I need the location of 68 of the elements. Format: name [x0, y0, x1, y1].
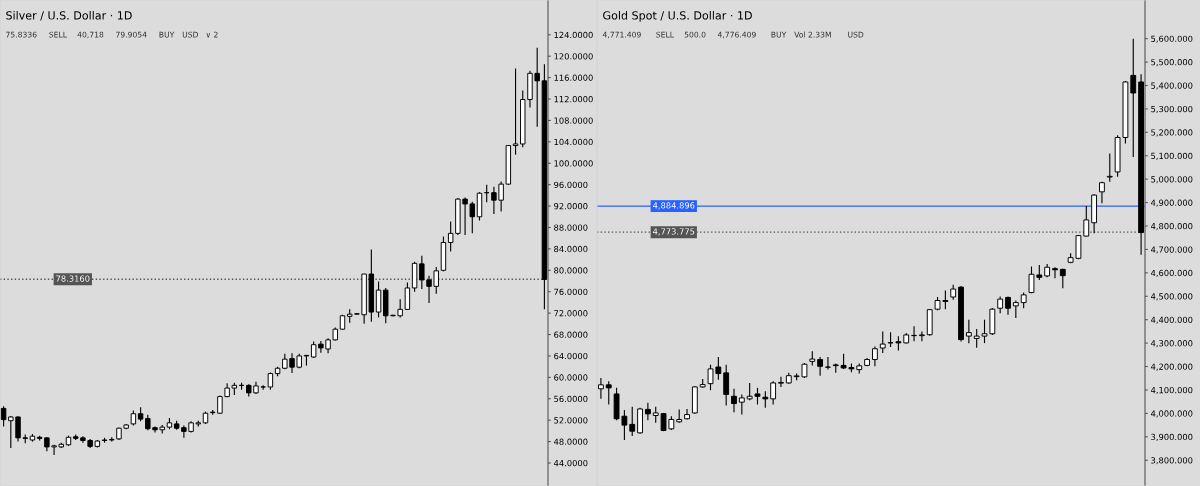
ref-line-label: 78.3160 — [56, 275, 90, 282]
text: Gold Spot / U.S. Dollar · 1D — [603, 11, 752, 22]
candlestick — [637, 407, 643, 435]
y-tick-label: 5,500.000 — [1151, 59, 1193, 67]
y-tick-label: 4,600.000 — [1150, 269, 1193, 277]
y-tick-label: 68.0000 — [554, 331, 588, 338]
y-tick-label: 4,500.000 — [1150, 293, 1193, 301]
candlestick — [404, 282, 411, 311]
y-tick-label: 88.0000 — [554, 224, 588, 231]
candlestick — [375, 280, 382, 318]
text: Silver / U.S. Dollar · 1D — [6, 11, 132, 21]
candlestick — [965, 319, 972, 344]
y-tick-label: 124.0000 — [554, 31, 593, 39]
y-tick-label: 48.0000 — [553, 438, 588, 445]
y-tick-label: 92.0000 — [554, 203, 588, 210]
candlestick — [731, 388, 737, 413]
y-tick-label: 96.0000 — [554, 181, 588, 188]
y-tick-label: 72.0000 — [554, 310, 588, 317]
y-tick-label: 4,300.000 — [1150, 340, 1193, 348]
candlestick — [918, 330, 925, 342]
y-tick-label: 120.0000 — [554, 53, 593, 60]
y-tick-label: 64.0000 — [554, 352, 588, 360]
y-tick-label: 4,900.000 — [1150, 199, 1193, 207]
candlestick — [738, 393, 745, 416]
y-tick-label: 4,800.000 — [1150, 223, 1193, 231]
y-tick-label: 5,000.000 — [1151, 176, 1193, 184]
y-tick-label: 3,900.000 — [1151, 433, 1193, 441]
y-tick-label: 4,200.000 — [1150, 363, 1193, 371]
candlestick — [723, 364, 730, 406]
y-tick-label: 52.0000 — [554, 417, 588, 424]
candlestick — [872, 345, 878, 367]
y-tick-label: 4,000.000 — [1150, 410, 1193, 418]
y-tick-label: 3,800.000 — [1151, 457, 1193, 465]
ref-line-label: 4,773.775 — [652, 228, 695, 236]
candlestick — [644, 402, 651, 421]
y-tick-label: 116.0000 — [554, 74, 593, 81]
y-tick-label: 4,400.000 — [1150, 316, 1193, 324]
y-tick-label: 76.0000 — [554, 288, 588, 295]
candlestick — [476, 191, 483, 222]
candlestick — [770, 380, 777, 406]
y-tick-label: 44.0000 — [553, 459, 588, 467]
y-tick-label: 80.0000 — [554, 267, 588, 274]
candlestick — [1052, 266, 1058, 279]
candlestick — [778, 376, 784, 388]
y-tick-label: 108.0000 — [554, 117, 593, 124]
candlestick — [0, 405, 7, 428]
y-tick-label: 84.0000 — [554, 245, 588, 253]
y-tick-label: 4,700.000 — [1150, 246, 1193, 254]
candlestick — [817, 356, 824, 377]
y-tick-label: 100.0000 — [554, 160, 593, 167]
y-tick-label: 104.0000 — [554, 138, 593, 146]
y-tick-label: 5,300.000 — [1151, 105, 1193, 114]
y-tick-label: 5,200.000 — [1151, 129, 1193, 137]
candlestick — [598, 377, 604, 400]
y-tick-label: 5,100.000 — [1151, 152, 1193, 160]
y-tick-label: 112.0000 — [554, 96, 593, 103]
candlestick — [825, 356, 831, 371]
y-tick-label: 5,400.000 — [1151, 82, 1193, 90]
candlestick — [629, 406, 636, 437]
y-tick-label: 5,600.000 — [1151, 35, 1193, 43]
candlestick — [1106, 152, 1113, 183]
y-tick-label: 60.0000 — [554, 374, 588, 381]
candlestick — [911, 325, 917, 342]
candlestick — [605, 380, 612, 406]
y-tick-label: 4,100.000 — [1150, 386, 1193, 395]
ref-line-label: 4,884.896 — [652, 202, 695, 210]
y-tick-label: 56.0000 — [554, 395, 588, 403]
candlestick — [512, 67, 519, 156]
